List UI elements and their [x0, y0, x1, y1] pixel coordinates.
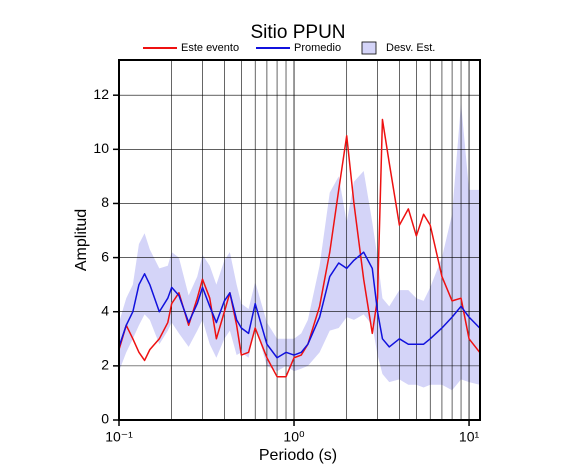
y-tick-label: 12 [93, 86, 109, 102]
x-tick-label: 10¹ [459, 429, 480, 445]
legend-label: Desv. Est. [386, 42, 435, 54]
legend-label: Promedio [294, 42, 341, 54]
series-line [118, 251, 481, 359]
x-axis-label: Periodo (s) [259, 447, 337, 464]
x-tick-label: 10⁰ [283, 429, 305, 445]
chart-title: Sitio PPUN [250, 22, 345, 43]
plot-frame [118, 59, 481, 421]
y-tick-label: 4 [101, 302, 109, 318]
y-tick-label: 2 [101, 357, 109, 373]
y-tick-label: 8 [101, 194, 109, 210]
legend-label: Este evento [181, 42, 239, 54]
y-tick-label: 10 [93, 140, 109, 156]
legend-swatch [361, 41, 377, 55]
y-tick-label: 6 [101, 248, 109, 264]
x-tick-label: 10⁻¹ [105, 429, 133, 445]
y-axis-label: Amplitud [73, 209, 90, 271]
y-tick-label: 0 [101, 411, 109, 427]
series-line [118, 118, 481, 378]
std-band [119, 103, 480, 391]
